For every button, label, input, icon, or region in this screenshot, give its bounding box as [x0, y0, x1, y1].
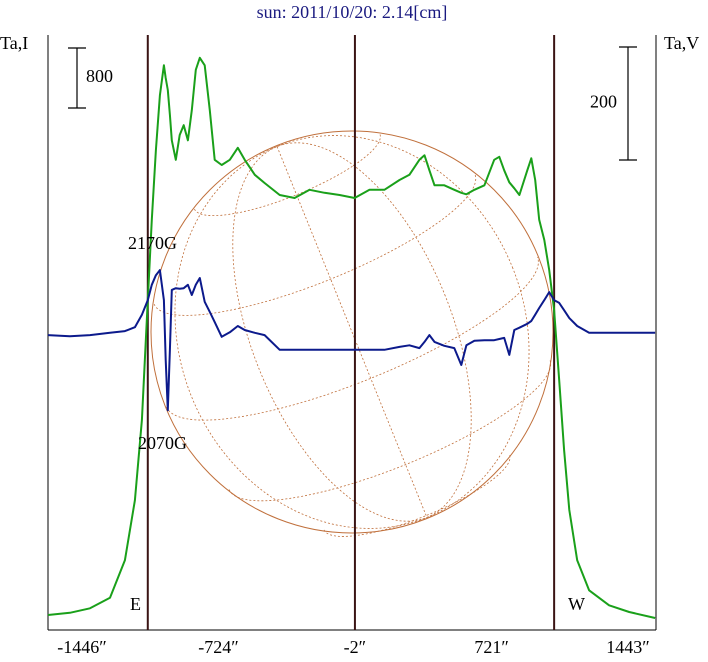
meridian	[174, 135, 530, 529]
x-tick-label: -2″	[344, 637, 367, 657]
parallel	[153, 174, 477, 316]
x-tick-label: 1443″	[606, 637, 650, 657]
parallel	[228, 359, 552, 502]
series-line	[47, 269, 656, 412]
series-line	[47, 56, 656, 619]
chart-title: sun: 2011/10/20: 2.14[cm]	[257, 2, 448, 22]
left-axis-label: Ta,I	[0, 33, 28, 53]
meridian	[232, 142, 472, 522]
solar-globe	[150, 130, 554, 537]
parallel	[323, 454, 511, 537]
x-tick-label: -1446″	[57, 637, 107, 657]
annotation: E	[130, 594, 141, 614]
right-axis-label: Ta,V	[664, 33, 699, 53]
scale-bar-label: 200	[590, 92, 617, 112]
annotation: W	[568, 594, 585, 614]
x-tick-label: 721″	[474, 637, 509, 657]
meridian	[276, 146, 428, 518]
x-tick-label: -724″	[198, 637, 239, 657]
annotation: 2070G	[138, 433, 187, 453]
parallel	[194, 133, 381, 217]
globe-grid	[153, 133, 552, 537]
scale-bar-label: 800	[86, 66, 113, 86]
annotation: 2170G	[128, 233, 177, 253]
globe-outline	[150, 130, 554, 534]
